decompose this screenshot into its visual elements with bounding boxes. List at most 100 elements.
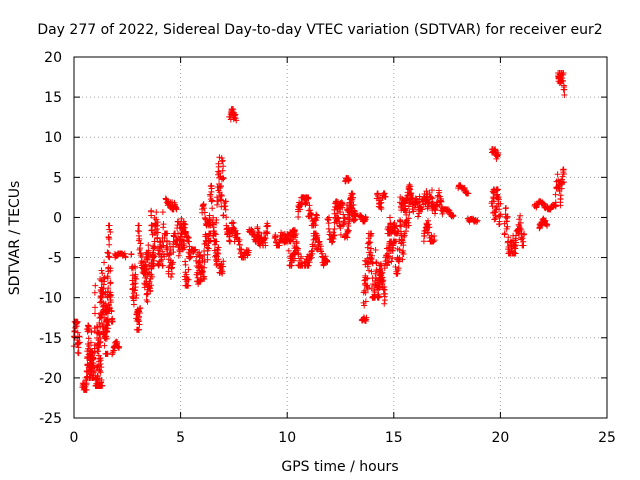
data-point <box>400 251 407 258</box>
data-point <box>107 229 114 236</box>
data-point <box>429 195 436 202</box>
data-point <box>212 241 219 248</box>
data-point <box>397 218 404 225</box>
data-point <box>91 345 98 352</box>
x-tick-label: 20 <box>491 430 509 446</box>
data-point <box>88 329 95 336</box>
data-point <box>95 344 102 351</box>
data-point <box>182 221 189 228</box>
data-point <box>395 257 402 264</box>
data-point <box>98 267 105 274</box>
data-point <box>121 250 128 257</box>
data-point <box>226 113 233 120</box>
data-point <box>431 237 438 244</box>
data-point <box>313 235 320 242</box>
data-point <box>200 274 207 281</box>
data-point <box>414 200 421 207</box>
data-point <box>75 350 82 357</box>
data-point <box>145 253 152 260</box>
data-point <box>100 299 107 306</box>
data-point <box>223 214 230 221</box>
data-point <box>432 206 439 213</box>
data-point <box>90 355 97 362</box>
point-cluster <box>360 230 376 309</box>
data-point <box>116 343 123 350</box>
data-point <box>170 259 177 266</box>
data-point <box>295 213 302 220</box>
data-point <box>168 265 175 272</box>
data-point <box>405 186 412 193</box>
data-point <box>330 232 337 239</box>
data-point <box>220 258 227 265</box>
data-point <box>104 273 111 280</box>
data-point <box>103 335 110 342</box>
data-point <box>83 380 90 387</box>
data-point <box>560 170 567 177</box>
data-point <box>108 318 115 325</box>
data-point <box>421 227 428 234</box>
data-point <box>133 276 140 283</box>
point-cluster <box>343 190 359 223</box>
data-point <box>206 212 213 219</box>
data-point <box>106 241 113 248</box>
data-point <box>217 183 224 190</box>
data-point <box>406 209 413 216</box>
data-point <box>387 214 394 221</box>
data-point <box>98 320 105 327</box>
data-point <box>368 268 375 275</box>
data-point <box>363 314 370 321</box>
data-point <box>362 289 369 296</box>
data-point <box>345 227 352 234</box>
data-point <box>164 230 171 237</box>
data-point <box>492 214 499 221</box>
point-cluster <box>420 217 438 245</box>
data-point <box>145 242 152 249</box>
data-point <box>519 235 526 242</box>
point-cluster <box>254 220 271 249</box>
data-point <box>399 256 406 263</box>
data-point <box>164 245 171 252</box>
data-point <box>199 269 206 276</box>
point-cluster <box>324 214 344 246</box>
point-cluster <box>381 238 399 272</box>
point-cluster <box>542 201 559 213</box>
data-point <box>166 251 173 258</box>
data-point <box>309 241 316 248</box>
data-points <box>70 70 568 393</box>
data-point <box>152 230 159 237</box>
data-point <box>559 173 566 180</box>
data-point <box>490 195 497 202</box>
data-point <box>368 252 375 259</box>
data-point <box>474 217 481 224</box>
data-point <box>213 253 220 260</box>
data-point <box>209 205 216 212</box>
data-point <box>431 232 438 239</box>
point-cluster <box>358 314 370 325</box>
axis-ticks <box>73 56 608 419</box>
data-point <box>349 190 356 197</box>
data-point <box>214 194 221 201</box>
data-point <box>187 253 194 260</box>
data-point <box>337 209 344 216</box>
data-point <box>331 210 338 217</box>
data-point <box>367 231 374 238</box>
data-point <box>149 249 156 256</box>
data-point <box>209 197 216 204</box>
point-cluster <box>91 355 106 389</box>
data-point <box>504 213 511 220</box>
data-point <box>428 187 435 194</box>
x-tick-labels: 0 5 10 15 20 25 <box>70 430 616 446</box>
point-cluster <box>552 166 567 209</box>
data-point <box>415 199 422 206</box>
data-point <box>132 264 139 271</box>
data-point <box>208 198 215 205</box>
data-point <box>544 221 551 228</box>
data-point <box>264 223 271 230</box>
data-point <box>159 262 166 269</box>
data-point <box>219 174 226 181</box>
data-point <box>218 191 225 198</box>
point-cluster <box>232 230 252 261</box>
data-point <box>255 229 262 236</box>
point-cluster <box>173 218 193 289</box>
